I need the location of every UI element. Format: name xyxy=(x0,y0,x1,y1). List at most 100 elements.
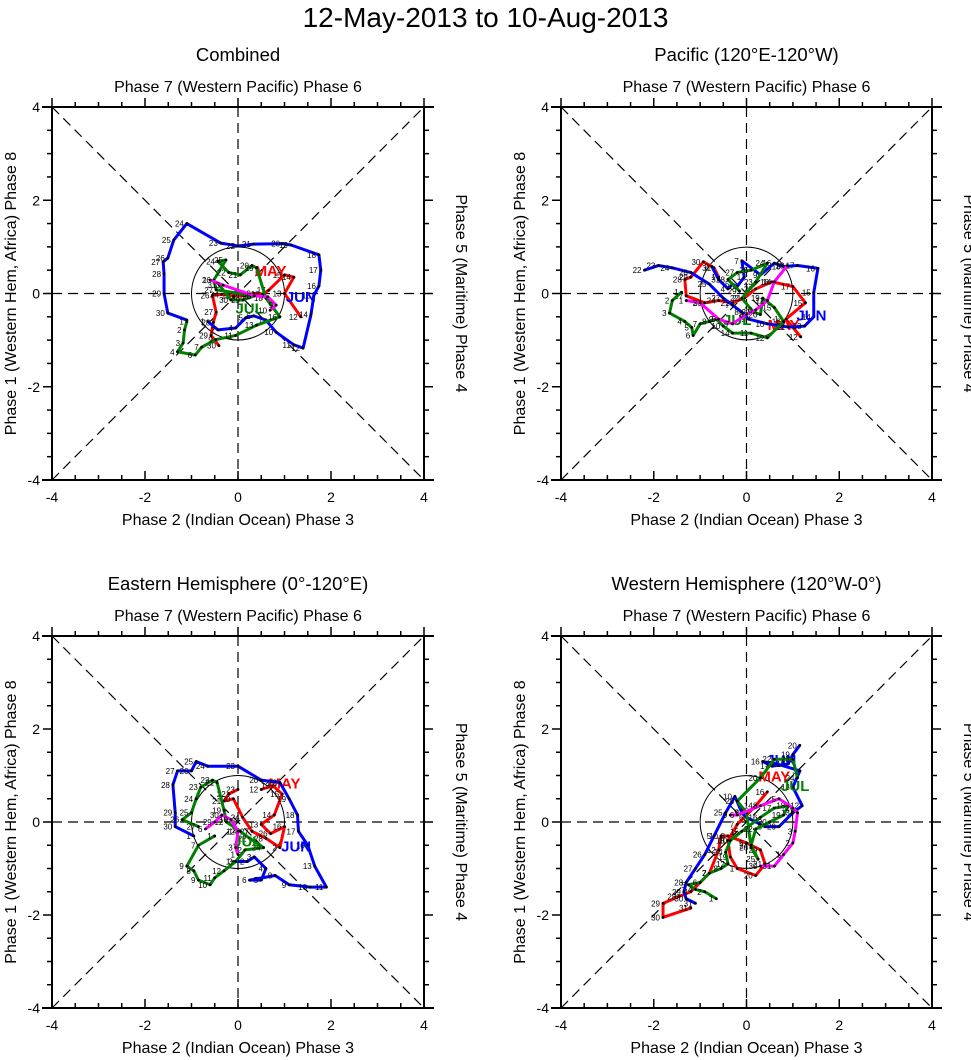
day-point xyxy=(731,331,734,335)
day-label: 22 xyxy=(221,292,230,301)
day-label: 5 xyxy=(772,795,777,804)
day-point xyxy=(220,813,224,817)
day-point xyxy=(749,268,753,272)
day-label: 8 xyxy=(186,867,191,876)
y-tick-label: -4 xyxy=(537,1000,550,1016)
day-point xyxy=(726,287,730,291)
day-point xyxy=(717,317,721,321)
day-label: 20 xyxy=(758,818,767,827)
day-label: 16 xyxy=(268,313,277,322)
day-label: 21 xyxy=(742,308,751,317)
day-point xyxy=(299,315,303,319)
y-tick-label: -2 xyxy=(537,907,550,923)
day-point xyxy=(297,829,300,833)
day-label: 2 xyxy=(177,326,182,335)
y-tick-label: 4 xyxy=(32,628,40,644)
day-point xyxy=(724,850,728,854)
y-tick-label: -2 xyxy=(28,907,41,923)
day-label: 26 xyxy=(156,254,165,263)
day-point xyxy=(252,855,256,859)
day-label: 2 xyxy=(785,839,790,848)
day-label: 30 xyxy=(210,811,219,820)
y-tick-label: 2 xyxy=(541,192,549,208)
day-point xyxy=(229,298,233,302)
day-label: 9 xyxy=(269,301,274,310)
day-label: 25 xyxy=(714,809,723,818)
day-label: 4 xyxy=(170,348,175,357)
day-point xyxy=(208,278,212,282)
day-label: 16 xyxy=(749,813,758,822)
day-label: 24 xyxy=(707,296,716,305)
y-tick-label: -2 xyxy=(537,379,550,395)
day-point xyxy=(791,757,795,761)
day-label: 5 xyxy=(739,839,744,848)
day-point xyxy=(747,317,751,321)
day-label: 20 xyxy=(788,741,797,750)
day-point xyxy=(220,293,224,296)
day-label: 16 xyxy=(296,841,305,850)
x-tick-label: -2 xyxy=(648,1017,661,1033)
day-label: 2 xyxy=(697,888,702,897)
day-point xyxy=(199,785,203,789)
x-tick-label: 4 xyxy=(420,1017,428,1033)
day-point xyxy=(712,834,716,838)
day-label: 14 xyxy=(762,278,771,287)
day-point xyxy=(726,278,730,281)
day-label: 28 xyxy=(674,878,683,887)
day-point xyxy=(759,313,762,316)
day-label: 10 xyxy=(264,328,273,337)
day-label: 27 xyxy=(240,827,249,836)
day-point xyxy=(742,275,746,279)
day-point xyxy=(812,315,816,319)
day-point xyxy=(731,303,734,307)
day-point xyxy=(176,769,179,773)
day-label: 7 xyxy=(693,320,698,329)
y-tick-label: 0 xyxy=(32,814,40,830)
day-point xyxy=(816,266,820,270)
day-label: 15 xyxy=(302,291,311,300)
day-label: 11 xyxy=(740,329,749,338)
day-point xyxy=(166,311,170,315)
left-axis-label: Phase 1 (Western Hem, Africa) Phase 8 xyxy=(3,152,20,435)
day-point xyxy=(735,799,739,803)
day-label: 28 xyxy=(201,318,210,327)
day-point xyxy=(197,878,200,882)
series-may: 16147181912021295810122428293031MAY xyxy=(651,769,790,923)
day-point xyxy=(292,275,296,279)
day-point xyxy=(754,280,758,284)
day-point xyxy=(292,343,296,347)
day-point xyxy=(759,815,762,819)
day-point xyxy=(197,825,200,829)
day-label: 5 xyxy=(238,314,243,323)
day-label: 6 xyxy=(188,351,193,360)
x-tick-label: -2 xyxy=(139,489,152,505)
day-point xyxy=(791,753,795,756)
day-point xyxy=(287,883,291,887)
trajectory-line-jul xyxy=(180,778,266,887)
day-point xyxy=(689,275,693,279)
day-point xyxy=(197,843,200,847)
day-label: 10 xyxy=(723,792,732,801)
day-label: 24 xyxy=(252,844,261,853)
day-label: 3 xyxy=(216,281,221,290)
panel-title: Combined xyxy=(196,44,280,65)
day-point xyxy=(236,853,240,856)
day-label: 1 xyxy=(674,288,679,297)
day-label: 25 xyxy=(214,256,223,265)
day-label: 6 xyxy=(246,312,251,321)
day-point xyxy=(798,743,802,747)
day-point xyxy=(319,268,323,272)
day-point xyxy=(250,829,254,833)
day-point xyxy=(234,860,238,863)
y-tick-label: 4 xyxy=(541,99,549,115)
day-label: 18 xyxy=(307,251,316,260)
day-point xyxy=(176,350,179,354)
day-label: 6 xyxy=(242,876,247,885)
day-point xyxy=(231,797,235,801)
day-label: 24 xyxy=(184,795,193,804)
day-point xyxy=(803,301,807,305)
day-point xyxy=(259,778,263,782)
day-label: 5 xyxy=(707,832,712,841)
day-label: 21 xyxy=(228,271,237,280)
